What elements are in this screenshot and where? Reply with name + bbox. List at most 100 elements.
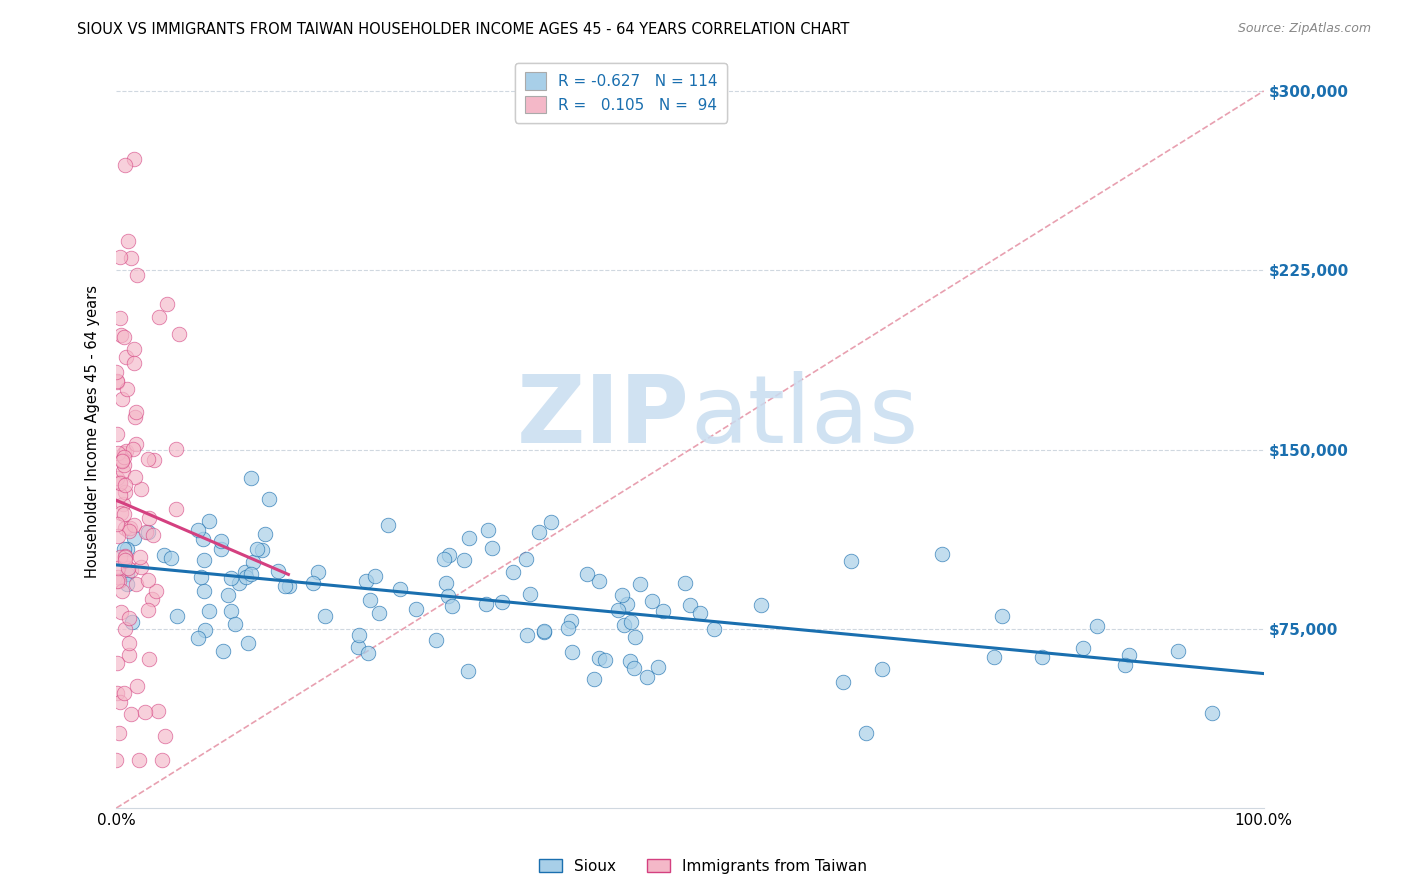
Point — [124, 342, 146, 356]
Point — [155, 730, 177, 744]
Point — [616, 597, 638, 611]
Point — [673, 575, 696, 590]
Point — [593, 652, 616, 666]
Point — [117, 561, 139, 575]
Point — [128, 550, 150, 565]
Point — [613, 617, 636, 632]
Legend: Sioux, Immigrants from Taiwan: Sioux, Immigrants from Taiwan — [533, 853, 873, 880]
Point — [120, 521, 142, 535]
Point — [122, 518, 145, 533]
Point — [125, 437, 148, 451]
Point — [142, 528, 165, 542]
Text: atlas: atlas — [690, 370, 918, 463]
Point — [112, 450, 135, 464]
Point — [434, 575, 457, 590]
Point — [475, 597, 498, 611]
Point — [136, 573, 159, 587]
Point — [120, 563, 142, 577]
Point — [212, 644, 235, 658]
Point — [983, 650, 1005, 665]
Point — [1031, 649, 1053, 664]
Point — [107, 560, 129, 574]
Point — [302, 575, 325, 590]
Point — [105, 375, 128, 389]
Point — [219, 604, 242, 618]
Point — [107, 529, 129, 543]
Point — [689, 606, 711, 620]
Point — [108, 574, 131, 588]
Point — [125, 268, 148, 282]
Point — [138, 651, 160, 665]
Point — [136, 524, 159, 539]
Point — [250, 543, 273, 558]
Legend: R = -0.627   N = 114, R =   0.105   N =  94: R = -0.627 N = 114, R = 0.105 N = 94 — [516, 62, 727, 122]
Point — [112, 445, 135, 459]
Point — [112, 686, 135, 700]
Point — [107, 471, 129, 485]
Point — [112, 541, 135, 556]
Point — [122, 531, 145, 545]
Point — [457, 665, 479, 679]
Point — [703, 623, 725, 637]
Point — [105, 753, 128, 767]
Point — [233, 565, 256, 579]
Point — [111, 584, 134, 599]
Point — [115, 577, 138, 591]
Point — [117, 235, 139, 249]
Point — [588, 651, 610, 665]
Point — [129, 559, 152, 574]
Point — [187, 524, 209, 538]
Point — [124, 576, 146, 591]
Point — [114, 158, 136, 172]
Point — [240, 470, 263, 484]
Point — [148, 310, 170, 325]
Point — [1087, 619, 1109, 633]
Point — [118, 610, 141, 624]
Point — [560, 614, 582, 628]
Point — [267, 564, 290, 578]
Point — [588, 574, 610, 588]
Point — [105, 426, 128, 441]
Point — [125, 679, 148, 693]
Point — [110, 605, 132, 619]
Point — [481, 541, 503, 556]
Point — [991, 608, 1014, 623]
Point — [458, 531, 481, 545]
Point — [519, 587, 541, 601]
Point — [347, 628, 370, 642]
Point — [138, 452, 160, 467]
Point — [115, 443, 138, 458]
Point — [855, 726, 877, 740]
Point — [110, 476, 132, 491]
Point — [246, 542, 269, 557]
Point — [124, 152, 146, 166]
Point — [108, 475, 131, 489]
Point — [405, 601, 427, 615]
Point — [120, 707, 142, 722]
Point — [628, 577, 651, 591]
Point — [582, 672, 605, 686]
Point — [108, 488, 131, 502]
Point — [111, 454, 134, 468]
Point — [453, 552, 475, 566]
Point — [118, 648, 141, 663]
Point — [115, 350, 138, 364]
Point — [114, 478, 136, 492]
Point — [156, 297, 179, 311]
Point — [440, 599, 463, 614]
Point — [540, 515, 562, 529]
Point — [557, 621, 579, 635]
Point — [259, 491, 281, 506]
Point — [357, 646, 380, 660]
Point — [105, 686, 128, 700]
Point — [224, 616, 246, 631]
Point — [150, 753, 173, 767]
Point — [115, 383, 138, 397]
Point — [273, 579, 295, 593]
Point — [118, 636, 141, 650]
Point — [131, 482, 153, 496]
Point — [217, 588, 239, 602]
Point — [640, 593, 662, 607]
Point — [105, 574, 128, 588]
Point — [277, 578, 299, 592]
